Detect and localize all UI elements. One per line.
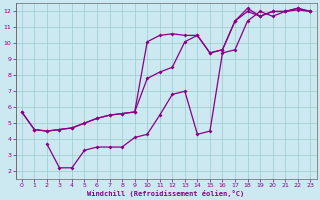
X-axis label: Windchill (Refroidissement éolien,°C): Windchill (Refroidissement éolien,°C) [87, 190, 245, 197]
